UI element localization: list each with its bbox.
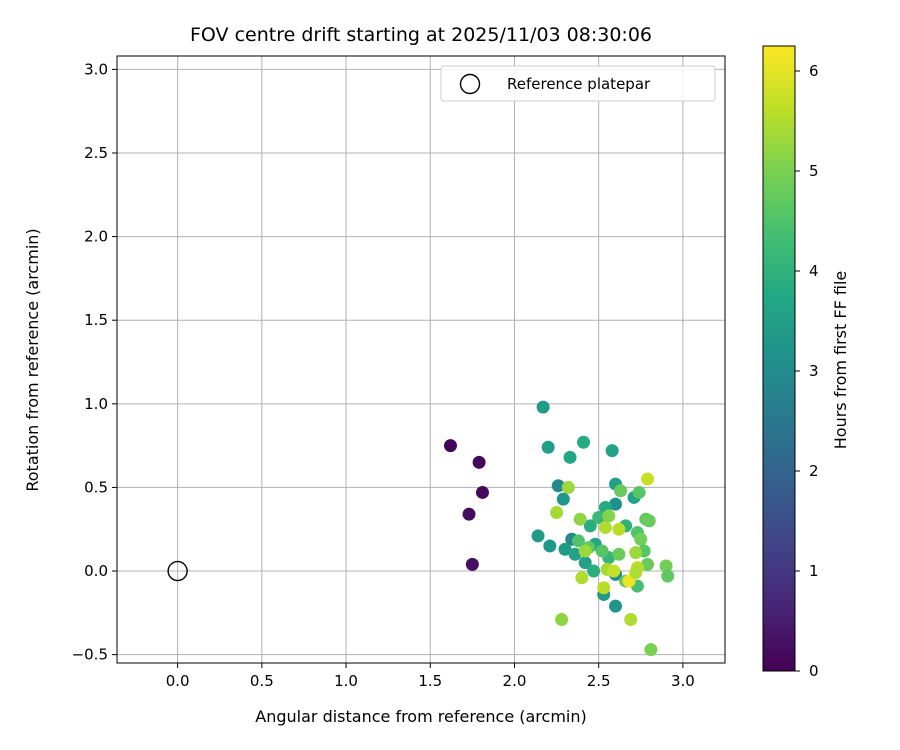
data-point (550, 506, 564, 520)
legend-box (440, 65, 716, 102)
colorbar-label: Hours from first FF file (831, 271, 850, 450)
colorbar-tick-label: 5 (809, 162, 819, 180)
grid (117, 56, 725, 663)
data-point (612, 547, 626, 561)
data-point (612, 522, 626, 536)
x-tick-label: 0.5 (250, 672, 274, 690)
scatter-points (443, 400, 675, 657)
data-point (556, 492, 570, 506)
data-point (629, 566, 643, 580)
x-tick-label: 2.0 (503, 672, 527, 690)
colorbar-tick-label: 4 (809, 262, 819, 280)
y-tick-label: 1.5 (84, 311, 108, 329)
data-point (607, 564, 621, 578)
data-point (659, 559, 673, 573)
data-point (641, 472, 655, 486)
legend-marker-reference (459, 73, 481, 95)
data-point (644, 643, 658, 657)
data-point (465, 557, 479, 571)
colorbar (762, 45, 796, 672)
data-point (609, 599, 623, 613)
data-point (551, 479, 565, 493)
data-point (587, 564, 601, 578)
x-tick-label: 0.0 (166, 672, 190, 690)
data-point (577, 435, 591, 449)
y-tick-label: 2.5 (84, 144, 108, 162)
data-point (443, 439, 457, 453)
x-tick-label: 1.5 (418, 672, 442, 690)
data-point (614, 484, 628, 498)
data-point (661, 569, 675, 583)
data-point (531, 529, 545, 543)
data-point (632, 485, 646, 499)
y-tick-label: 0.5 (84, 478, 108, 496)
plot-frame (116, 55, 726, 664)
data-point (543, 539, 557, 553)
data-point (578, 544, 592, 558)
data-point (634, 532, 648, 546)
x-axis-label: Angular distance from reference (arcmin) (255, 707, 586, 726)
chart-title: FOV centre drift starting at 2025/11/03 … (190, 24, 652, 46)
y-tick-label: −0.5 (72, 646, 108, 664)
legend-label-reference: Reference platepar (507, 75, 651, 93)
data-point (561, 480, 575, 494)
data-point (541, 440, 555, 454)
data-point (475, 485, 489, 499)
x-tick-label: 3.0 (671, 672, 695, 690)
data-point (536, 400, 550, 414)
data-point (597, 581, 611, 595)
data-point (583, 519, 597, 533)
data-point (602, 509, 616, 523)
data-point (472, 455, 486, 469)
data-point (575, 571, 589, 585)
y-tick-label: 2.0 (84, 228, 108, 246)
data-point (573, 512, 587, 526)
data-point (563, 450, 577, 464)
axis-ticks: 0.0 0.5 1.0 1.5 2.0 2.5 3.0 −0.5 0.0 0.5 1.0 1.5 2.0… (72, 60, 695, 690)
data-point (629, 546, 643, 560)
data-point (578, 556, 592, 570)
data-point (462, 507, 476, 521)
colorbar-ticks: 0 1 2 3 4 5 6 (795, 62, 819, 680)
colorbar-tick-label: 1 (809, 562, 819, 580)
data-point (609, 497, 623, 511)
data-point (555, 613, 569, 627)
data-point (624, 613, 638, 627)
y-tick-label: 0.0 (84, 562, 108, 580)
y-axis-label: Rotation from reference (arcmin) (23, 228, 42, 491)
reference-platepar-marker (167, 560, 188, 582)
reference-marker-layer (167, 560, 188, 582)
data-point (592, 511, 606, 525)
data-point (642, 514, 656, 528)
data-point (568, 547, 582, 561)
x-tick-label: 2.5 (587, 672, 611, 690)
y-tick-label: 3.0 (84, 60, 108, 78)
data-point (571, 534, 585, 548)
data-point (595, 544, 609, 558)
data-point (558, 542, 572, 556)
colorbar-tick-label: 3 (809, 362, 819, 380)
legend: Reference platepar (440, 65, 716, 102)
y-tick-label: 1.0 (84, 395, 108, 413)
colorbar-tick-label: 6 (809, 62, 819, 80)
colorbar-tick-label: 0 (809, 662, 819, 680)
data-point (598, 521, 612, 535)
x-tick-label: 1.0 (334, 672, 358, 690)
colorbar-tick-label: 2 (809, 462, 819, 480)
data-point (605, 444, 619, 458)
data-point (641, 557, 655, 571)
